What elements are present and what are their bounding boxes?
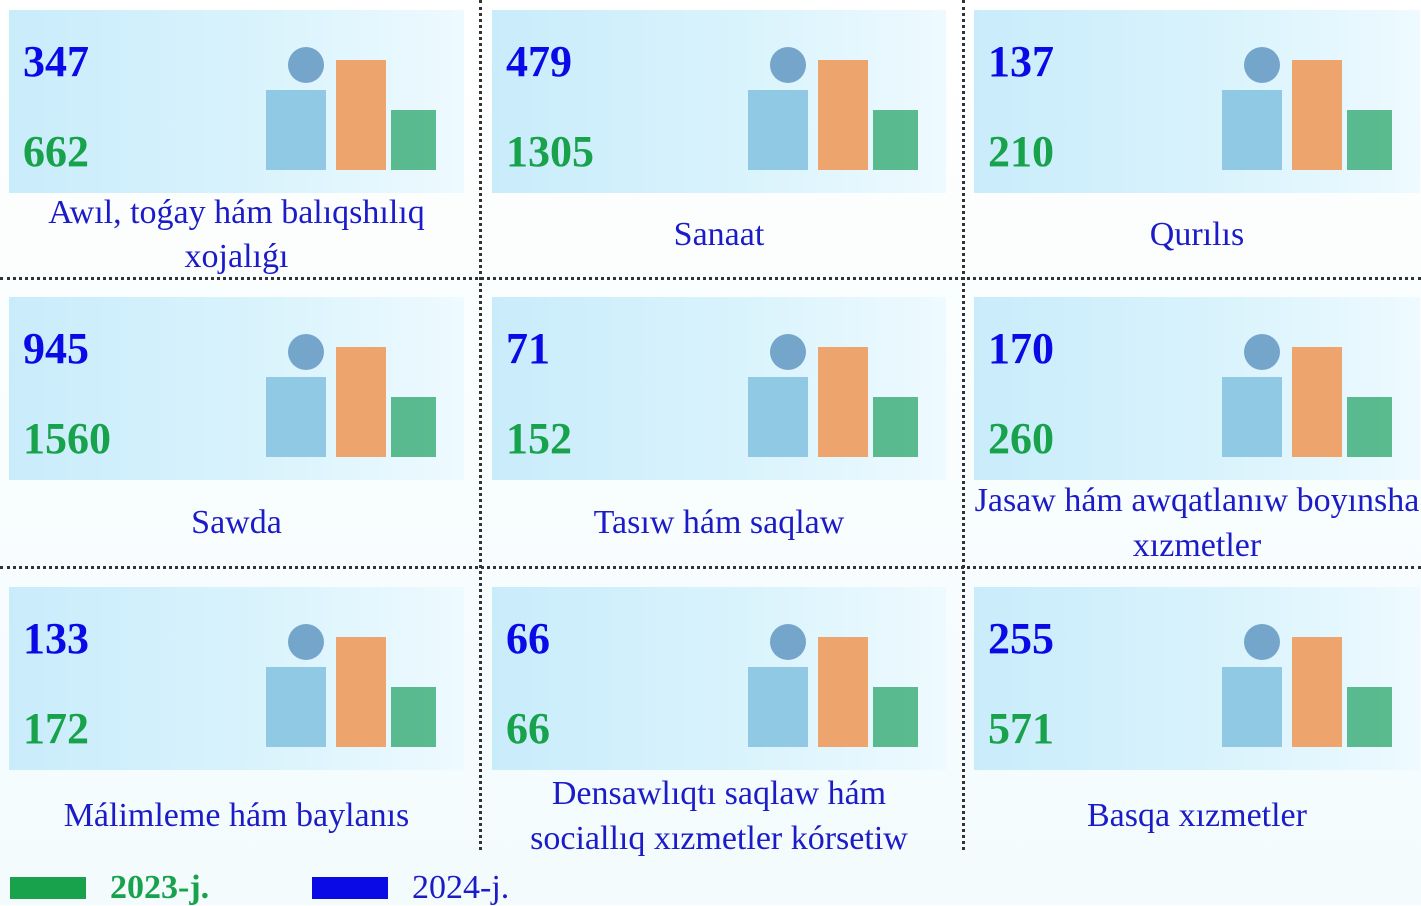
value-2024: 170	[988, 324, 1054, 373]
sector-label: Sawda	[191, 504, 282, 542]
sector-label: Basqa xızmetler	[1087, 797, 1307, 835]
value-2024: 479	[506, 37, 572, 86]
tile-image: 255 571	[974, 587, 1420, 770]
tile-image: 347 662	[9, 10, 464, 193]
sector-label: Málimleme hám baylanıs	[63, 797, 410, 835]
sector-label: Jasaw hám awqatlanıw boyınsha xızmetler	[974, 482, 1420, 564]
value-2024: 945	[23, 324, 89, 373]
value-2024: 66	[506, 614, 550, 663]
illustration	[748, 47, 918, 170]
separator	[479, 0, 482, 850]
sector-label: Tasıw hám saqlaw	[593, 504, 845, 542]
value-2024: 255	[988, 614, 1054, 663]
value-2024: 347	[23, 37, 89, 86]
tile-image: 479 1305	[492, 10, 946, 193]
value-2023: 210	[988, 127, 1054, 176]
legend-label: 2024-j.	[412, 869, 510, 906]
legend-label: 2023-j.	[110, 869, 210, 906]
value-2024: 71	[506, 324, 550, 373]
tile-image: 71 152	[492, 297, 946, 480]
tile-image: 66 66	[492, 587, 946, 770]
illustration	[1222, 47, 1392, 170]
illustration	[1222, 624, 1392, 747]
value-2023: 571	[988, 704, 1054, 753]
value-2023: 260	[988, 414, 1054, 463]
legend-swatch	[10, 877, 86, 899]
illustration	[748, 334, 918, 457]
sector-label: Awıl, toǵay hám balıqshılıq xojalıǵı	[48, 193, 425, 275]
separator	[962, 0, 965, 850]
value-2023: 1560	[23, 414, 111, 463]
value-2024: 137	[988, 37, 1054, 86]
legend-swatch	[312, 877, 388, 899]
illustration	[266, 624, 436, 747]
separator	[0, 566, 1421, 569]
tile-image: 137 210	[974, 10, 1420, 193]
value-2023: 66	[506, 704, 550, 753]
value-2023: 1305	[506, 127, 594, 176]
illustration	[266, 47, 436, 170]
value-2024: 133	[23, 614, 89, 663]
value-2023: 172	[23, 704, 89, 753]
tile-image: 133 172	[9, 587, 464, 770]
sector-label: Densawlıqtı saqlaw hám sociallıq xızmetl…	[530, 775, 908, 857]
value-2023: 152	[506, 414, 572, 463]
sector-label: Sanaat	[673, 215, 765, 253]
value-2023: 662	[23, 127, 89, 176]
sector-label: Qurılıs	[1149, 215, 1245, 253]
illustration	[748, 624, 918, 747]
tile-image: 170 260	[974, 297, 1420, 480]
illustration	[266, 334, 436, 457]
illustration	[1222, 334, 1392, 457]
tile-image: 945 1560	[9, 297, 464, 480]
separator	[0, 277, 1421, 280]
